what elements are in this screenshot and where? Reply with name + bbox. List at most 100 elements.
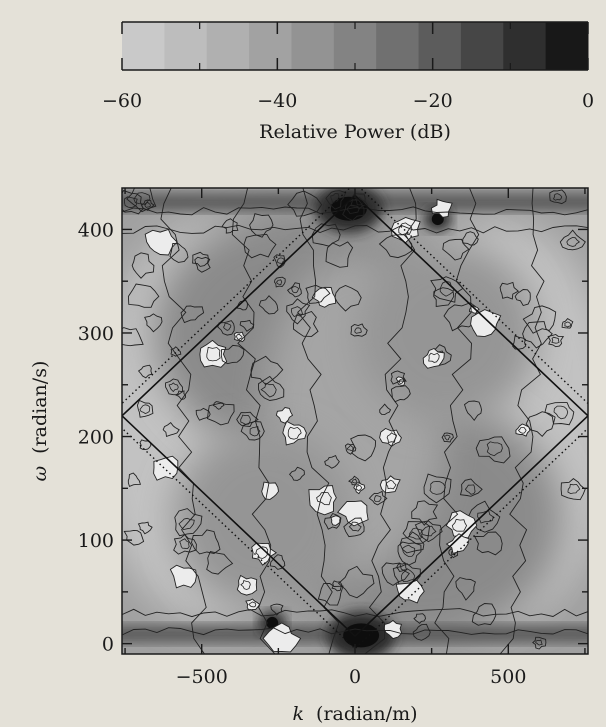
contour-loop — [330, 193, 340, 203]
power-peak — [431, 213, 444, 226]
x-axis-unit: (radian/m) — [316, 703, 417, 725]
contour-loop — [162, 421, 180, 438]
power-shading — [122, 193, 588, 644]
contour-loop — [401, 568, 416, 583]
contour-loop — [514, 289, 531, 307]
contour-loop — [379, 403, 392, 416]
dispersion-curve-dotted — [122, 188, 588, 650]
contour-loop — [549, 189, 567, 205]
contour-line — [499, 188, 545, 654]
contour-loop — [220, 344, 245, 365]
y-axis-tick-labels: 0 100 200 300 400 — [78, 219, 114, 655]
contour-loop — [286, 282, 302, 298]
colorbar-tick-labels: −60 −40 −20 0 — [102, 90, 594, 112]
contour-loop — [422, 347, 445, 369]
contour-loop — [131, 252, 155, 279]
y-axis-ticks — [122, 228, 588, 645]
contour-loop — [348, 521, 362, 532]
contour-loop — [337, 565, 375, 599]
contour-loop — [430, 276, 464, 303]
contour-loop — [274, 276, 286, 288]
contour-loop — [308, 485, 337, 516]
contour-loop — [249, 425, 261, 437]
contour-loop — [179, 538, 190, 550]
contour-loop — [233, 331, 246, 343]
contour-loop — [413, 613, 426, 625]
power-peak — [343, 623, 380, 648]
contour-line — [122, 224, 588, 234]
contour-loop — [350, 434, 377, 462]
contour-loop — [439, 280, 455, 297]
colorbar-swatch — [164, 22, 208, 70]
contour-loop — [522, 321, 553, 349]
contour-loop — [441, 432, 454, 443]
contour-loop — [236, 333, 243, 340]
colorbar-swatch — [460, 22, 504, 70]
contour-loop — [133, 192, 151, 206]
contour-loop — [127, 472, 142, 488]
x-tick-label: 0 — [349, 666, 361, 688]
contour-loop — [522, 305, 557, 334]
y-tick-label: 400 — [78, 219, 114, 241]
contour-loop — [144, 313, 163, 333]
x-tick-label: −500 — [176, 666, 228, 688]
contour-loop — [122, 190, 144, 215]
contour-loop — [429, 481, 446, 495]
contour-loop — [236, 411, 259, 427]
contour-line — [364, 188, 417, 654]
contour-loop — [535, 639, 543, 646]
colorbar-swatch — [418, 22, 462, 70]
y-tick-label: 200 — [78, 427, 114, 449]
contour-loop — [395, 579, 425, 604]
contour-loop — [561, 318, 574, 329]
x-tick-label: 500 — [490, 666, 526, 688]
contour-loop — [378, 234, 413, 259]
contour-loop — [258, 295, 279, 315]
contour-loop — [486, 441, 503, 457]
contour-loop — [192, 251, 209, 267]
contour-loop — [386, 479, 397, 490]
contour-loop — [169, 243, 189, 263]
contour-loop — [239, 319, 255, 332]
contour-loop — [323, 512, 342, 530]
contour-loop — [409, 527, 423, 540]
contour-loop — [459, 478, 483, 497]
contour-loop — [348, 475, 360, 486]
contour-loop — [351, 478, 358, 484]
contour-loop — [305, 284, 331, 304]
contour-loop — [292, 310, 319, 337]
contour-loop — [355, 484, 363, 492]
contour-loop — [334, 285, 362, 312]
contour-loop — [169, 564, 197, 589]
contour-loop — [553, 405, 569, 420]
contour-loop — [350, 323, 368, 337]
contour-loop — [390, 370, 407, 385]
contour-loop — [451, 518, 468, 532]
contour-loop — [240, 579, 251, 590]
contour-loop — [412, 623, 431, 641]
contour-loop — [122, 327, 144, 347]
contour-loop — [383, 619, 403, 640]
contour-loop — [463, 400, 482, 422]
y-axis-symbol: ω — [29, 466, 51, 482]
contour-loop — [223, 323, 232, 331]
contour-loop — [397, 378, 405, 384]
contour-loop — [399, 531, 425, 554]
contour-loop — [470, 309, 502, 338]
colorbar-tick-label: −40 — [257, 90, 297, 112]
contour-line — [122, 627, 588, 636]
contour-loop — [262, 622, 302, 653]
contour-loop — [191, 529, 221, 555]
contour-loop — [317, 583, 344, 606]
contour-loop — [275, 279, 283, 286]
contour-loop — [170, 346, 182, 357]
contour-loop — [397, 541, 422, 566]
contour-loop — [144, 201, 151, 208]
contour-loop — [249, 213, 274, 238]
contour-loop — [423, 473, 452, 504]
contour-loop — [261, 481, 279, 500]
contour-loop — [443, 302, 478, 332]
contour-loop — [165, 378, 183, 396]
contour-loop — [462, 231, 479, 246]
